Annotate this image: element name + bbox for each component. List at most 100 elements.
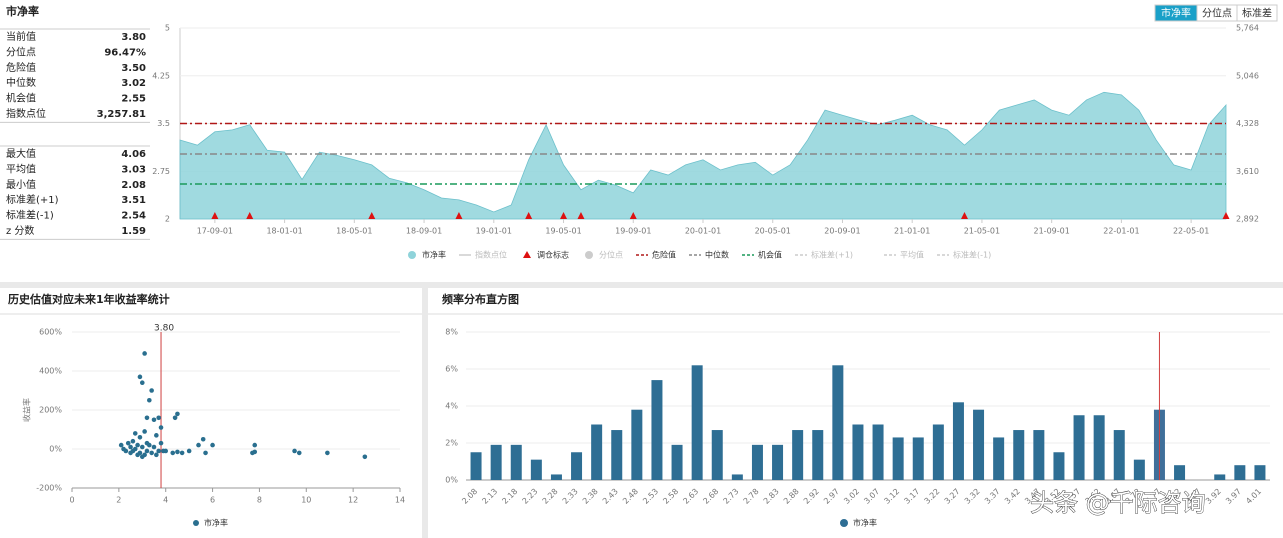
x-tick-label: 21-05-01 [964, 227, 1000, 236]
bar [1254, 465, 1266, 480]
point [142, 452, 147, 458]
y-tick-label: 2 [165, 215, 170, 224]
y2-tick-label: 2,892 [1236, 215, 1259, 224]
legend-symbol[interactable] [523, 251, 531, 258]
point [179, 450, 185, 456]
legend-label[interactable]: 危险值 [652, 250, 676, 260]
bar [691, 365, 703, 480]
stat-value: 3.02 [121, 78, 146, 89]
bar [852, 424, 864, 480]
x-tick-label: 18-09-01 [406, 227, 442, 236]
point [139, 444, 145, 450]
tab-label[interactable]: 市净率 [1161, 7, 1191, 20]
x-tick-label: 8 [257, 496, 262, 505]
stat-label: 标准差(-1) [6, 209, 54, 222]
stat-label: 危险值 [6, 61, 36, 74]
bar [671, 444, 683, 480]
stat-label: 当前值 [6, 30, 36, 43]
legend-label[interactable]: 分位点 [599, 250, 623, 260]
y-tick-label: 2.75 [152, 167, 170, 176]
point [156, 415, 161, 421]
x-tick-label: 21-01-01 [894, 227, 930, 236]
point [151, 444, 157, 450]
point [170, 450, 176, 456]
legend-label[interactable]: 中位数 [705, 250, 729, 260]
x-tick-label: 19-05-01 [545, 227, 581, 236]
point [196, 442, 201, 448]
point [147, 442, 152, 448]
bar [832, 365, 844, 480]
bar [490, 444, 502, 480]
scatter-panel [0, 288, 422, 538]
point [130, 438, 136, 444]
legend-label[interactable]: 平均值 [900, 250, 924, 260]
legend-label[interactable]: 标准差(-1) [953, 250, 991, 260]
stat-label: 标准差(+1) [6, 193, 59, 206]
bar [1113, 430, 1125, 480]
bar [1214, 474, 1226, 480]
bar [530, 459, 542, 480]
stat-value: 3.51 [121, 195, 146, 206]
bar [751, 444, 763, 480]
legend-label[interactable]: 指数点位 [475, 250, 507, 260]
bar [892, 437, 904, 480]
legend-label[interactable]: 市净率 [204, 518, 228, 528]
bar [550, 474, 562, 480]
x-tick-label: 22-05-01 [1173, 227, 1209, 236]
tab-label[interactable]: 分位点 [1202, 7, 1232, 20]
y-tick-label: 0% [445, 476, 458, 485]
point [186, 448, 192, 454]
panel-title: 历史估值对应未来1年收益率统计 [8, 292, 170, 306]
rebalance-marker [577, 212, 585, 219]
point [142, 429, 147, 434]
bar [711, 430, 723, 480]
legend-symbol[interactable] [585, 251, 593, 259]
point [154, 433, 159, 438]
point [156, 448, 161, 454]
tab-label[interactable]: 标准差 [1242, 7, 1272, 20]
x-tick-label: 14 [395, 496, 405, 505]
legend-label[interactable]: 市净率 [422, 250, 446, 260]
rebalance-marker [211, 212, 219, 219]
panel-title: 频率分布直方图 [442, 292, 519, 306]
y2-tick-label: 5,046 [1236, 71, 1259, 80]
point [149, 388, 154, 393]
x-tick-label: 17-09-01 [197, 227, 233, 236]
point [175, 411, 180, 417]
bar [812, 430, 824, 480]
bar [872, 424, 884, 480]
legend-symbol[interactable] [408, 251, 416, 259]
legend-label[interactable]: 标准差(+1) [811, 250, 853, 260]
legend-symbol[interactable] [840, 519, 848, 527]
legend-label[interactable]: 调仓标志 [537, 250, 569, 260]
bar [1073, 415, 1085, 480]
y-tick-label: 3.5 [157, 119, 170, 128]
y-tick-label: 0% [49, 445, 62, 454]
x-tick-label: 10 [301, 496, 311, 505]
tab-button[interactable] [1236, 4, 1278, 22]
y-tick-label: 200% [39, 406, 62, 415]
y2-tick-label: 5,764 [1236, 24, 1259, 33]
legend-symbol[interactable] [193, 520, 199, 526]
x-tick-label: 21-09-01 [1034, 227, 1070, 236]
rebalance-marker [629, 212, 637, 219]
point [142, 351, 147, 356]
y-tick-label: 600% [39, 328, 62, 337]
point [128, 444, 133, 450]
y2-tick-label: 3,610 [1236, 167, 1259, 176]
bar [792, 430, 804, 480]
y-tick-label: 4.25 [152, 71, 170, 80]
x-tick-label: 19-09-01 [615, 227, 651, 236]
rebalance-marker [961, 212, 968, 219]
point [139, 380, 145, 386]
x-tick-label: 4 [163, 496, 168, 505]
legend-label[interactable]: 机会值 [758, 250, 782, 260]
stat-value: 2.08 [121, 180, 146, 191]
point [149, 450, 154, 456]
stat-label: 最小值 [6, 178, 36, 191]
legend-label[interactable]: 市净率 [853, 518, 877, 528]
bar [1053, 452, 1065, 480]
bar [772, 444, 784, 480]
bar [1013, 430, 1025, 480]
